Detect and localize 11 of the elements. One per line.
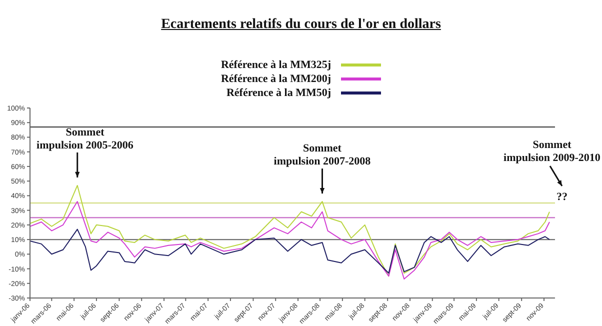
annotation: Sommet impulsion 2009-2010	[504, 139, 601, 164]
line-series	[30, 228, 550, 274]
line-series	[30, 184, 550, 277]
text: ??	[556, 191, 568, 203]
chart-title: Ecartements relatifs du cours de l'or en dollars	[160, 17, 442, 33]
legend-label: Référence à la MM50j	[226, 87, 332, 99]
legend-label: Référence à la MM325j	[220, 59, 332, 71]
legend-label: Référence à la MM200j	[220, 73, 332, 85]
line-series	[30, 201, 550, 280]
annotation: Sommet impulsion 2005-2006	[36, 126, 134, 152]
annotation: Sommet impulsion 2007-2008	[274, 142, 372, 168]
